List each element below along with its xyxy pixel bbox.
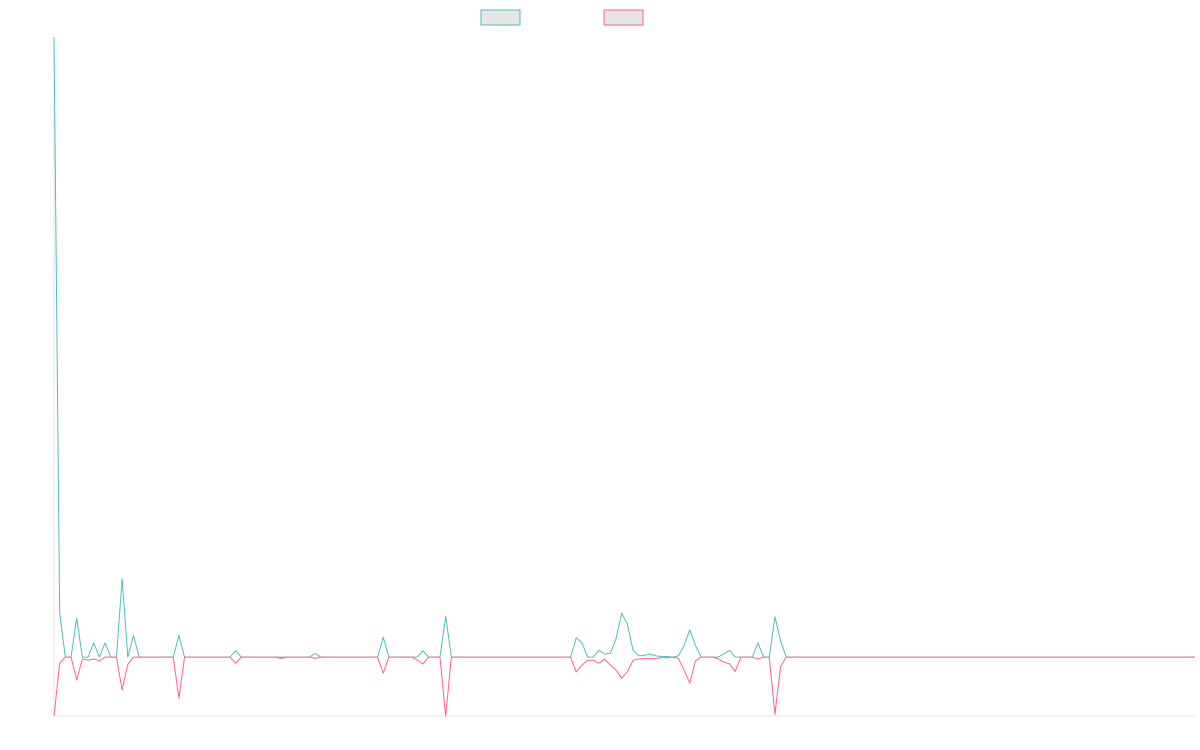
series-line (53, 656, 1195, 717)
legend-swatch[interactable] (603, 9, 644, 26)
legend-swatch[interactable] (480, 9, 521, 26)
series-line (53, 36, 1195, 658)
